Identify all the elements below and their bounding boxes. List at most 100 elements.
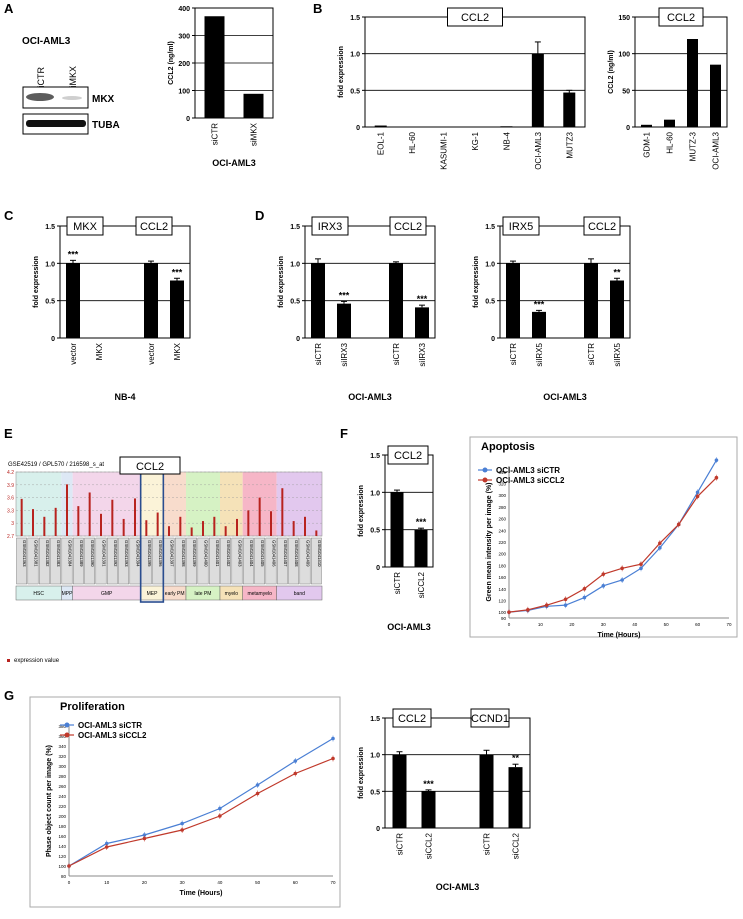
e-sample-box: [72, 537, 84, 585]
d-right-frame: [499, 225, 631, 339]
f-line-point: [620, 578, 624, 582]
e-group-band: [16, 472, 62, 536]
e-sample-label: GSM1041381: [34, 540, 39, 567]
f-line-frame: [469, 436, 738, 638]
b-right-ylabel: CCL2 (ng/ml): [608, 50, 615, 94]
d-right-ytick-label: 1.5: [485, 224, 495, 231]
c-category-label: vector: [69, 343, 78, 365]
b-left-bar: [531, 53, 544, 127]
e-bar: [54, 507, 57, 536]
e-bar: [236, 518, 238, 536]
e-sample-label: GSM1041394: [136, 540, 141, 567]
g-bar-xlabel: OCI-AML3: [436, 882, 480, 892]
f-line-title: Apoptosis: [481, 441, 535, 453]
f-line-chart: 9010012014016018020022024026028030032034…: [469, 436, 738, 639]
g-bar-sig: ***: [423, 779, 434, 789]
b-right-category-label: HL-60: [666, 131, 675, 153]
e-ytick-label: 3.6: [7, 496, 14, 502]
d-left-title-box: [311, 216, 349, 236]
c-chart: 0 0.5 1.0 1.5 *** vector MKX vector *** MKX fold e…: [33, 216, 191, 402]
e-sample-label: GSM1041403: [238, 540, 243, 567]
g-line-point: [331, 756, 335, 761]
g-line-ytick-label: 220: [58, 804, 66, 809]
b-right-bar: [710, 64, 721, 127]
e-sample-box: [38, 537, 50, 585]
f-line-point: [695, 490, 700, 495]
e-title: CCL2: [136, 461, 164, 473]
d-left-ytick-label: 1.5: [290, 224, 300, 231]
e-bar: [20, 498, 23, 536]
f-line-point: [563, 597, 568, 602]
g-bar-category-label: siCCL2: [512, 832, 521, 859]
d-left-bar: [389, 263, 403, 338]
f-line-point: [714, 475, 719, 480]
e-sample-label: GSM1041405: [260, 540, 265, 567]
b-left-category-label: EOL-1: [377, 131, 386, 155]
d-left-ytick-label: 0.5: [290, 299, 300, 306]
f-line-ytick-label: 280: [498, 505, 506, 510]
f-bar-category-label: siCTR: [393, 572, 402, 594]
f-line-point: [695, 494, 700, 499]
d-right-ytick-label: 0: [491, 336, 495, 343]
d-right-title: IRX5: [509, 221, 533, 233]
g-line-xtick-label: 30: [180, 880, 186, 885]
c-bar: [144, 263, 158, 338]
e-sample-box: [288, 537, 300, 585]
g-line-ytick-label: 180: [58, 824, 66, 829]
g-line-ytick-label: 340: [58, 744, 66, 749]
f-bar-xlabel: OCI-AML3: [387, 622, 431, 632]
b-left-title: CCL2: [461, 12, 489, 24]
c-bar: [170, 280, 184, 338]
g-line-ytick-label: 200: [58, 814, 66, 819]
b-left-category-label: OCI-AML3: [534, 131, 543, 169]
f-line-legend-marker: [482, 477, 488, 483]
g-bar-bar: [392, 754, 407, 828]
e-ytick-label: 2.7: [7, 534, 14, 540]
e-sample-label: GSM1041400: [204, 540, 209, 567]
a-ccl2-ytick-label: 400: [178, 6, 190, 13]
blot-band-mkx-1: [26, 93, 54, 101]
e-bar: [134, 498, 136, 536]
b-right-category-label: GDM-1: [643, 131, 652, 157]
e-ytick-label: 4.2: [7, 470, 14, 476]
g-line-chart: 8010012014016018020022024026028030032034…: [29, 696, 341, 908]
f-line-point: [582, 586, 587, 591]
g-bar-bar: [479, 754, 494, 828]
f-line-point: [582, 595, 587, 600]
e-bar: [88, 492, 91, 536]
g-line-ytick-label: 320: [58, 754, 66, 759]
e-sample-box: [208, 537, 220, 585]
panel-letter-d: D: [255, 208, 264, 223]
b-left-bar: [500, 126, 513, 127]
panel-letter-f: F: [340, 426, 348, 441]
e-sample-label: GSM1041393: [124, 540, 129, 567]
f-line-point: [507, 610, 511, 614]
d-left-category-label: siCTR: [392, 343, 401, 365]
c-bar: [66, 263, 80, 338]
f-line-ytick-label: 160: [498, 575, 506, 580]
b-left-chart: 0 0.5 1.0 1.5 EOL-1 HL-60 KASUMI-1 KG-1 NB-4 OCI-…: [338, 7, 586, 170]
f-line-legend-label: OCI-AML3 siCTR: [496, 466, 560, 475]
e-group-band: [276, 472, 322, 536]
f-line-ytick-label: 140: [498, 587, 506, 592]
e-sample-box: [174, 537, 186, 585]
e-sample-label: GSM1041408: [294, 540, 299, 567]
g-bar-ytick-label: 0: [376, 826, 380, 833]
a-ccl2-ytick-label: 200: [178, 61, 190, 68]
e-bar: [247, 510, 250, 536]
e-sample-box: [276, 537, 288, 585]
e-sample-box: [118, 537, 130, 585]
f-bar-ytick-label: 0.5: [370, 528, 380, 535]
f-line-ytick-label: 340: [498, 470, 506, 475]
f-line-point: [714, 458, 719, 462]
g-bar-ytick-label: 0.5: [370, 789, 380, 796]
f-bar-sig: ***: [416, 517, 427, 527]
e-bar: [122, 518, 125, 536]
e-chart: 2.7 3 3.3 3.6 3.9 4.2 GSM1041363 GSM1041381 GSM1…: [7, 456, 323, 603]
e-ytick-label: 3.9: [7, 483, 14, 489]
g-line-point: [67, 864, 71, 868]
d-right-ytick-label: 0.5: [485, 299, 495, 306]
g-line-ytick-label: 300: [58, 764, 66, 769]
e-sample-box: [197, 537, 209, 585]
f-line-xtick-label: 0: [508, 622, 511, 627]
